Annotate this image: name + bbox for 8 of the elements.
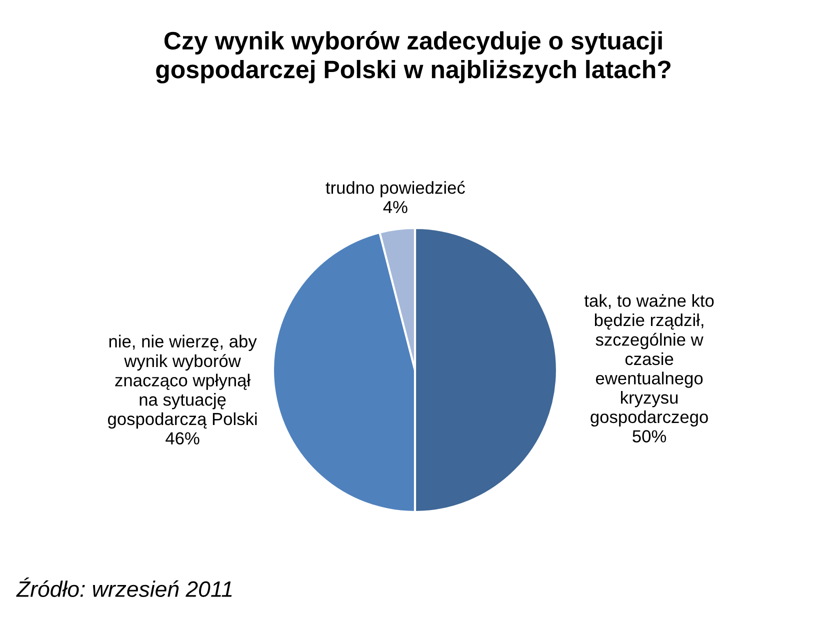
chart-title: Czy wynik wyborów zadecyduje o sytuacji gospodarczej Polski w najbliższych latach?: [156, 31, 670, 84]
data-label: 50%: [632, 430, 666, 442]
data-label: 46%: [166, 432, 200, 444]
text: Źródło: wrzesień 2011: [16, 578, 232, 598]
slice-label: trudno powiedzieć: [326, 180, 465, 198]
slice-label: nie, nie wierzę, aby wynik wyborów znacząco wpłynął na sytuację gospodarczą Polski: [108, 334, 257, 429]
slice-label: tak, to ważne kto będzie rządził, szczególnie w czasie ewentualnego kryzysu gospodarczego: [584, 294, 714, 427]
data-label: 4%: [383, 200, 408, 214]
